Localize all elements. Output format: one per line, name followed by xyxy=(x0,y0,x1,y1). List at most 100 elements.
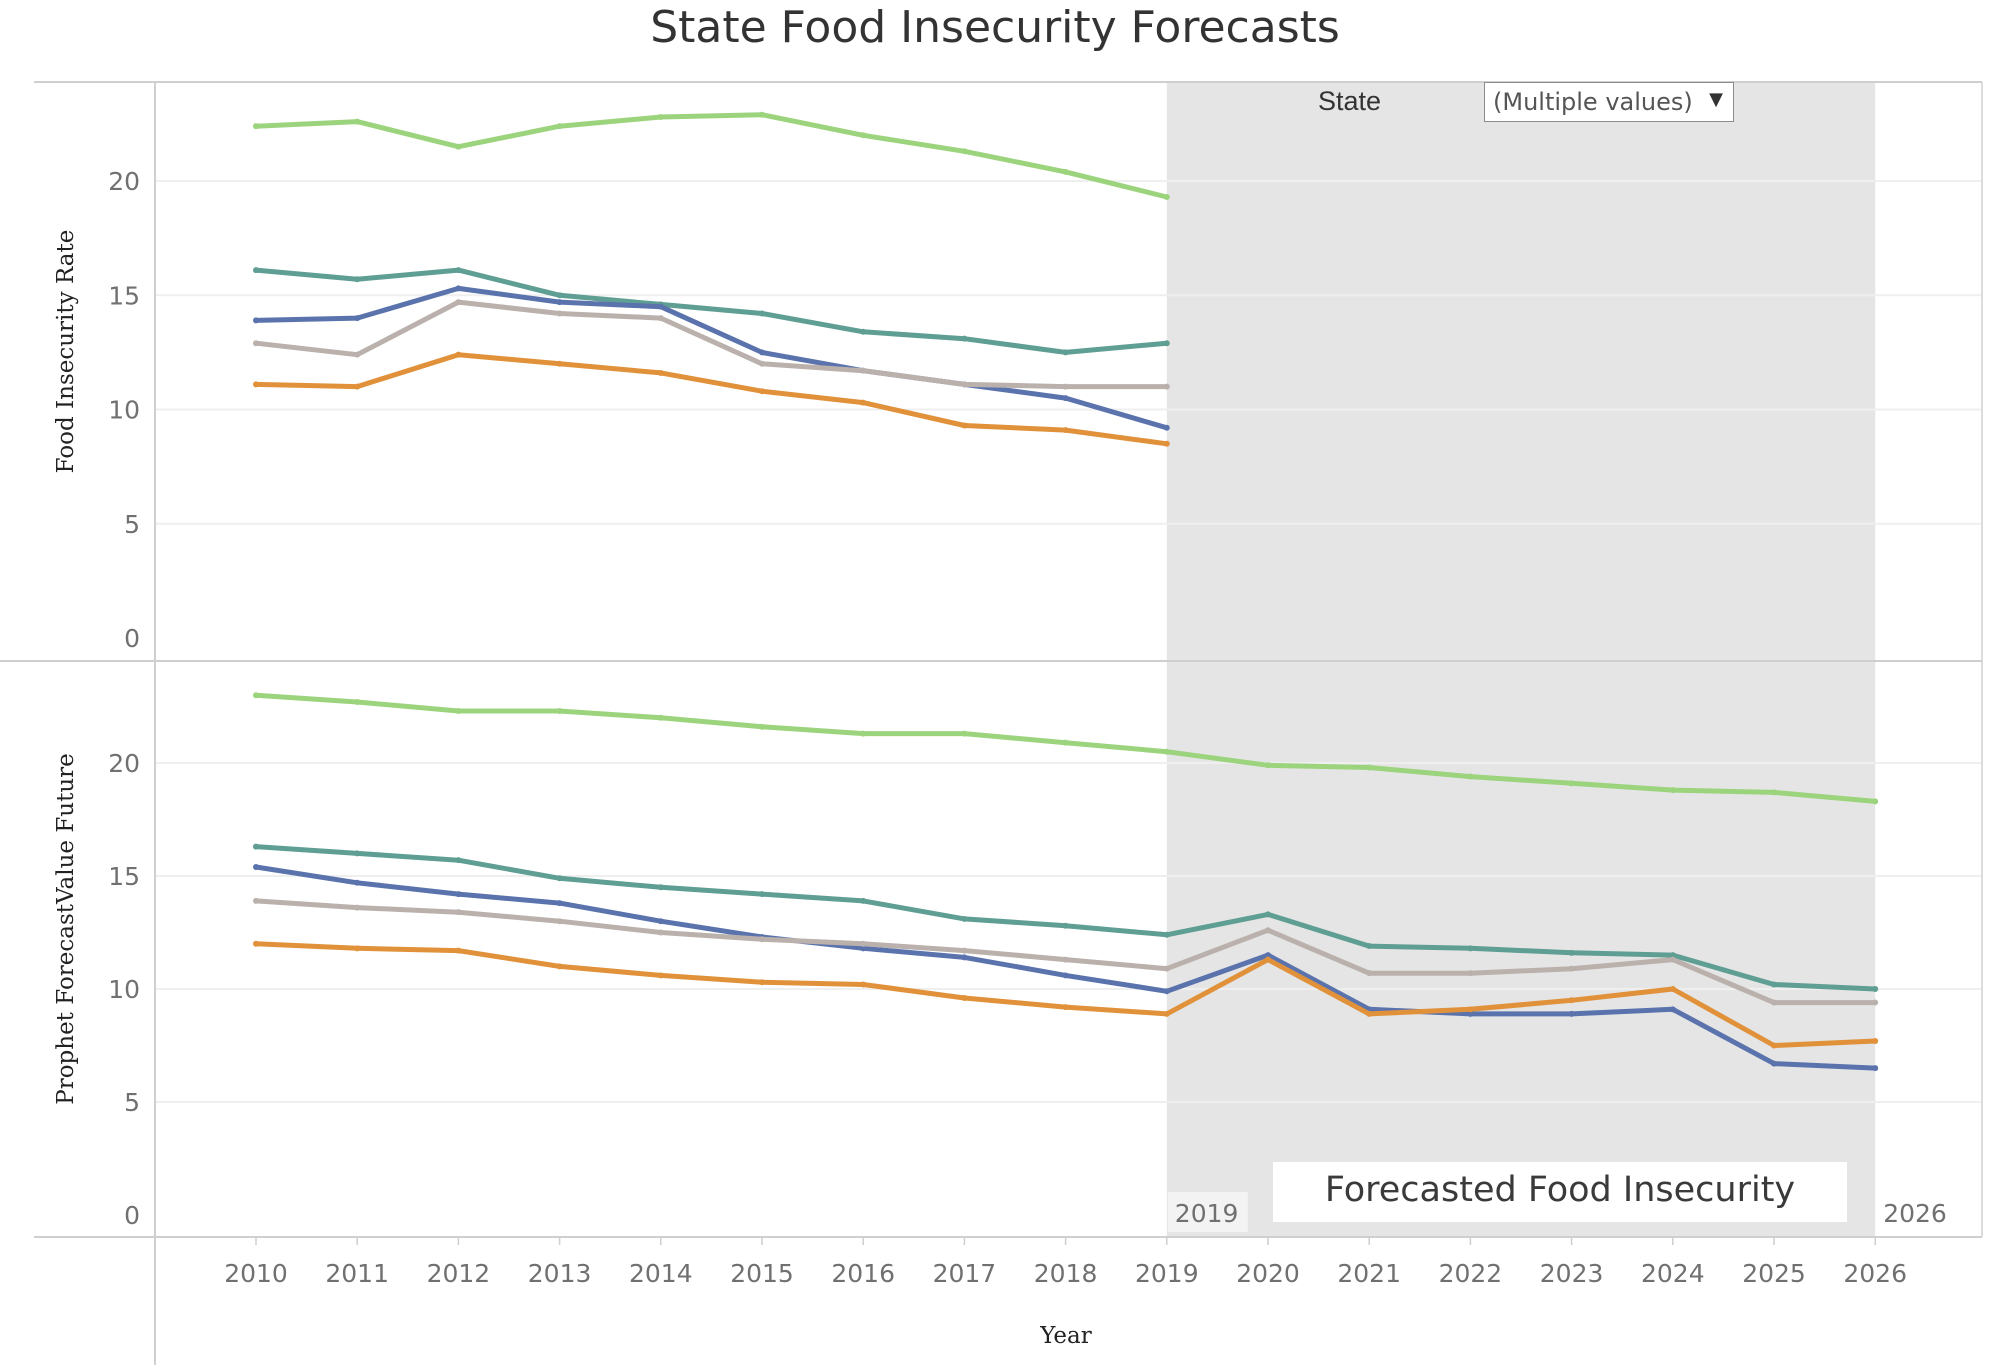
data-point xyxy=(1467,945,1474,952)
data-point xyxy=(657,929,664,936)
data-point xyxy=(1467,1010,1474,1017)
data-point xyxy=(657,972,664,979)
data-point xyxy=(657,369,664,376)
data-point xyxy=(253,123,259,130)
data-point xyxy=(1771,999,1777,1006)
data-point xyxy=(1771,1042,1777,1049)
data-point xyxy=(253,692,259,699)
data-point xyxy=(1568,949,1575,956)
data-point xyxy=(253,897,259,904)
data-point xyxy=(961,730,968,737)
data-point xyxy=(253,843,259,850)
data-point xyxy=(860,367,867,374)
forecast-band xyxy=(1166,82,1876,1237)
data-point xyxy=(556,360,563,367)
data-point xyxy=(1062,922,1069,929)
data-point xyxy=(1163,1010,1170,1017)
data-point xyxy=(961,947,968,954)
x-tick-label: 2026 xyxy=(1843,1259,1907,1288)
forecast-annotation-text: Forecasted Food Insecurity xyxy=(1324,1170,1796,1210)
data-point xyxy=(253,940,259,947)
x-tick-label: 2014 xyxy=(629,1259,693,1288)
data-point xyxy=(556,900,563,907)
data-point xyxy=(1669,1006,1676,1013)
data-point xyxy=(860,897,867,904)
x-axis-title: Year xyxy=(1039,1323,1092,1349)
data-point xyxy=(759,891,765,898)
y-tick-label: 15 xyxy=(108,281,140,310)
data-point xyxy=(354,315,361,322)
data-point xyxy=(1467,970,1474,977)
state-filter-value: (Multiple values) xyxy=(1493,88,1693,116)
data-point xyxy=(657,714,664,721)
data-point xyxy=(1163,748,1170,755)
series-line-panel-1-3 xyxy=(253,285,1170,431)
chart-title: State Food Insecurity Forecasts xyxy=(650,2,1340,53)
data-point xyxy=(1568,1010,1575,1017)
data-point xyxy=(556,310,563,317)
data-point xyxy=(1062,739,1069,746)
series-line-panel-1-4 xyxy=(253,299,1170,390)
data-point xyxy=(1568,997,1575,1004)
data-point xyxy=(860,981,867,988)
state-filter[interactable]: State (Multiple values) ▼ xyxy=(1310,82,1910,126)
data-point xyxy=(860,945,867,952)
data-point xyxy=(1062,349,1069,356)
data-point xyxy=(759,360,765,367)
data-point xyxy=(455,891,462,898)
data-point xyxy=(1062,168,1069,175)
band-end-label: 2026 xyxy=(1883,1199,1947,1228)
data-point xyxy=(1062,395,1069,402)
data-point xyxy=(961,954,968,961)
data-point xyxy=(253,863,259,870)
data-point xyxy=(1163,440,1170,447)
series-line-panel-1-5 xyxy=(253,352,1170,447)
data-point xyxy=(1872,986,1879,992)
data-point xyxy=(455,285,462,292)
data-point xyxy=(1366,1010,1373,1017)
x-tick-label: 2016 xyxy=(831,1259,895,1288)
data-point xyxy=(860,730,867,737)
data-point xyxy=(556,708,563,715)
data-point xyxy=(354,383,361,390)
data-point xyxy=(1163,383,1170,390)
data-point xyxy=(1366,764,1373,771)
data-point xyxy=(1062,383,1069,390)
dropdown-caret-icon[interactable]: ▼ xyxy=(1709,89,1723,110)
data-point xyxy=(1669,787,1676,794)
data-point xyxy=(759,349,765,356)
y-tick-label: 20 xyxy=(108,167,140,196)
x-tick-label: 2012 xyxy=(427,1259,491,1288)
gridlines-panel-1 xyxy=(155,180,1982,525)
band-start-label-bg xyxy=(1167,1192,1248,1232)
data-point xyxy=(1872,1037,1879,1044)
data-point xyxy=(455,909,462,916)
data-point xyxy=(1669,952,1676,959)
x-tick-label: 2019 xyxy=(1135,1259,1199,1288)
data-point xyxy=(354,698,361,705)
series-line-panel-1-2 xyxy=(253,267,1170,355)
series-line-panel-1-1 xyxy=(253,112,1170,200)
data-point xyxy=(354,276,361,283)
data-point xyxy=(556,875,563,882)
data-point xyxy=(354,850,361,857)
data-point xyxy=(657,114,664,121)
y-tick-label: 0 xyxy=(124,1201,140,1230)
data-point xyxy=(1467,1006,1474,1013)
data-point xyxy=(860,940,867,947)
data-point xyxy=(1771,981,1777,988)
band-start-label: 2019 xyxy=(1175,1199,1239,1228)
data-point xyxy=(860,328,867,335)
data-point xyxy=(1669,956,1676,963)
data-point xyxy=(1265,956,1271,963)
y-tick-label: 5 xyxy=(124,1088,140,1117)
data-point xyxy=(1265,762,1271,769)
data-point xyxy=(1872,1065,1879,1072)
data-point xyxy=(556,123,563,130)
y-tick-label: 15 xyxy=(108,862,140,891)
state-filter-dropdown[interactable]: (Multiple values) ▼ xyxy=(1484,82,1734,122)
data-point xyxy=(1467,773,1474,780)
data-point xyxy=(961,995,968,1002)
data-point xyxy=(1163,193,1170,200)
data-point xyxy=(961,335,968,342)
